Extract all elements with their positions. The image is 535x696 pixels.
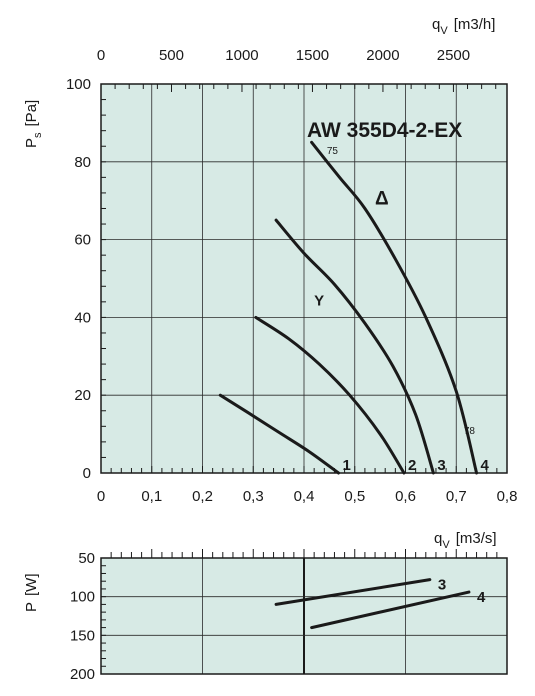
x2-tick-label: 2000 bbox=[366, 47, 399, 64]
power-curve-4 bbox=[310, 590, 471, 630]
curve-label-1: 1 bbox=[343, 457, 351, 474]
curve-1 bbox=[218, 393, 341, 475]
y-tick-label: 80 bbox=[74, 154, 91, 171]
x-tick-label: 0,6 bbox=[395, 488, 416, 505]
y-tick-label: 100 bbox=[66, 76, 91, 93]
power-y-axis-symbol: P bbox=[23, 602, 40, 612]
x2-tick-label: 1000 bbox=[225, 47, 258, 64]
x2-axis-unit: [m3/h] bbox=[454, 16, 496, 33]
x-axis-symbol: q bbox=[434, 530, 442, 547]
y-tick-label: 60 bbox=[74, 232, 91, 249]
x-tick-label: 0,7 bbox=[446, 488, 467, 505]
curve-label-2: 2 bbox=[408, 457, 416, 474]
x2-axis-title: qV [m3/h] bbox=[432, 16, 495, 37]
annotation-noise-75: 75 bbox=[327, 146, 339, 157]
x-axis-title: qV [m3/s] bbox=[434, 530, 497, 551]
curve-3 bbox=[274, 218, 435, 475]
power-curve-label-3: 3 bbox=[438, 577, 446, 594]
x-tick-label: 0,8 bbox=[497, 488, 518, 505]
annotation-star: Y bbox=[314, 293, 324, 310]
x2-tick-label: 500 bbox=[159, 47, 184, 64]
curve-2 bbox=[254, 315, 406, 475]
curve-label-3: 3 bbox=[437, 457, 445, 474]
x-tick-label: 0,4 bbox=[294, 488, 315, 505]
y-tick-label: 40 bbox=[74, 309, 91, 326]
y-tick-label: 20 bbox=[74, 387, 91, 404]
curve-4 bbox=[310, 140, 479, 475]
x2-axis-subscript: V bbox=[440, 25, 448, 37]
y-axis-title: Ps [Pa] bbox=[23, 100, 44, 148]
y-axis-symbol: P bbox=[23, 138, 40, 148]
x-axis-unit: [m3/s] bbox=[456, 530, 497, 547]
power-y-axis-unit: [W] bbox=[23, 573, 40, 596]
x2-tick-label: 0 bbox=[97, 47, 105, 64]
x-tick-label: 0,2 bbox=[192, 488, 213, 505]
y-tick-label: 0 bbox=[83, 465, 91, 482]
annotation-delta: Δ bbox=[375, 189, 389, 210]
power-y-axis-title: P [W] bbox=[23, 573, 40, 612]
x2-tick-label: 2500 bbox=[437, 47, 470, 64]
curve-label-4: 4 bbox=[481, 457, 490, 474]
power-y-tick-label: 150 bbox=[70, 627, 95, 644]
power-curve-label-4: 4 bbox=[477, 589, 486, 606]
chart-title: AW 355D4-2-EX bbox=[307, 119, 462, 142]
x-tick-label: 0,5 bbox=[344, 488, 365, 505]
power-y-tick-label: 50 bbox=[78, 550, 95, 567]
power-curve-3 bbox=[274, 578, 432, 606]
x-tick-label: 0,1 bbox=[141, 488, 162, 505]
x-axis-subscript: V bbox=[442, 539, 450, 551]
y-axis-subscript: s bbox=[32, 132, 44, 138]
y-axis-unit: [Pa] bbox=[23, 100, 40, 127]
power-y-tick-label: 100 bbox=[70, 589, 95, 606]
x-tick-label: 0,3 bbox=[243, 488, 264, 505]
power-y-tick-label: 200 bbox=[70, 666, 95, 683]
x2-tick-label: 1500 bbox=[296, 47, 329, 64]
x2-axis-symbol: q bbox=[432, 16, 440, 33]
x-tick-label: 0 bbox=[97, 488, 105, 505]
annotation-noise-78: 78 bbox=[464, 426, 476, 437]
